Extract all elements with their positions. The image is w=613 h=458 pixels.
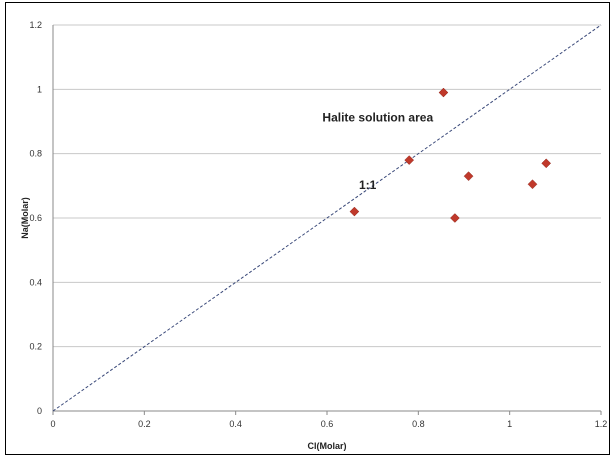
data-point bbox=[438, 87, 449, 98]
x-tick-label: 0.6 bbox=[321, 419, 334, 429]
data-point bbox=[541, 158, 552, 169]
y-tick-label: 0.4 bbox=[29, 277, 42, 287]
chart-frame bbox=[5, 2, 610, 455]
y-tick-label: 1.2 bbox=[29, 20, 42, 30]
x-tick-label: 1 bbox=[507, 419, 512, 429]
y-tick-label: 1 bbox=[37, 84, 42, 94]
y-tick-label: 0.2 bbox=[29, 342, 42, 352]
data-point bbox=[463, 171, 474, 182]
data-point bbox=[450, 213, 460, 223]
reference-line-1-1 bbox=[52, 24, 602, 412]
x-axis-title: Cl(Molar) bbox=[308, 441, 347, 451]
y-tick-label: 0.8 bbox=[29, 149, 42, 159]
x-tick-label: 1.2 bbox=[595, 419, 608, 429]
x-tick-label: 0.4 bbox=[229, 419, 242, 429]
x-tick-label: 0 bbox=[50, 419, 55, 429]
data-point bbox=[404, 155, 415, 165]
y-tick-label: 0.6 bbox=[29, 213, 42, 223]
x-tick-label: 0.2 bbox=[138, 419, 151, 429]
y-axis-title: Na(Molar) bbox=[20, 197, 30, 239]
data-point bbox=[349, 206, 360, 217]
x-tick-label: 0.8 bbox=[412, 419, 425, 429]
y-tick-label: 0 bbox=[37, 406, 42, 416]
annotation-1-1-label: 1:1 bbox=[359, 178, 377, 192]
annotation-halite-solution-area: Halite solution area bbox=[322, 111, 433, 125]
data-point bbox=[527, 179, 538, 190]
